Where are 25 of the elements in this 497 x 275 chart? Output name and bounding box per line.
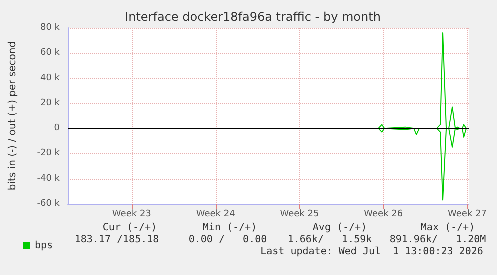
y-tick-label: 20 k [40, 98, 61, 108]
y-tick-label: 0 [54, 124, 60, 134]
y-tick-label: -20 k [37, 148, 61, 159]
text: 891.96k/ 1.20M [390, 234, 486, 246]
legend-label: bps [35, 240, 54, 252]
y-tick-label: 80 k [40, 23, 61, 33]
text: Max (-/+) [420, 222, 476, 234]
text: Avg (-/+) [312, 222, 368, 234]
x-tick-label: Week 24 [196, 210, 236, 220]
chart-title: Interface docker18fa96a traffic - by month [125, 10, 381, 24]
text: Min (-/+) [202, 222, 258, 234]
text: Last update: Wed Jul 1 13:00:23 2026 [260, 246, 484, 258]
y-tick-label: -60 k [37, 199, 61, 209]
x-tick-label: Week 25 [280, 210, 320, 220]
y-tick-label: 60 k [40, 48, 61, 58]
y-tick-label: -40 k [37, 174, 61, 184]
y-tick-label: 40 k [40, 73, 61, 84]
y-axis-title: bits in (-) / out (+) per second [8, 41, 18, 191]
x-tick-label: Week 27 [448, 210, 487, 220]
x-tick-label: Week 26 [364, 210, 404, 220]
text: 183.17 /185.18 [74, 234, 160, 246]
text: 0.00 / 0.00 [188, 234, 268, 246]
x-tick-label: Week 23 [112, 210, 152, 220]
text: 1.66k/ 1.59k [288, 234, 372, 246]
text: Cur (-/+) [102, 222, 158, 234]
